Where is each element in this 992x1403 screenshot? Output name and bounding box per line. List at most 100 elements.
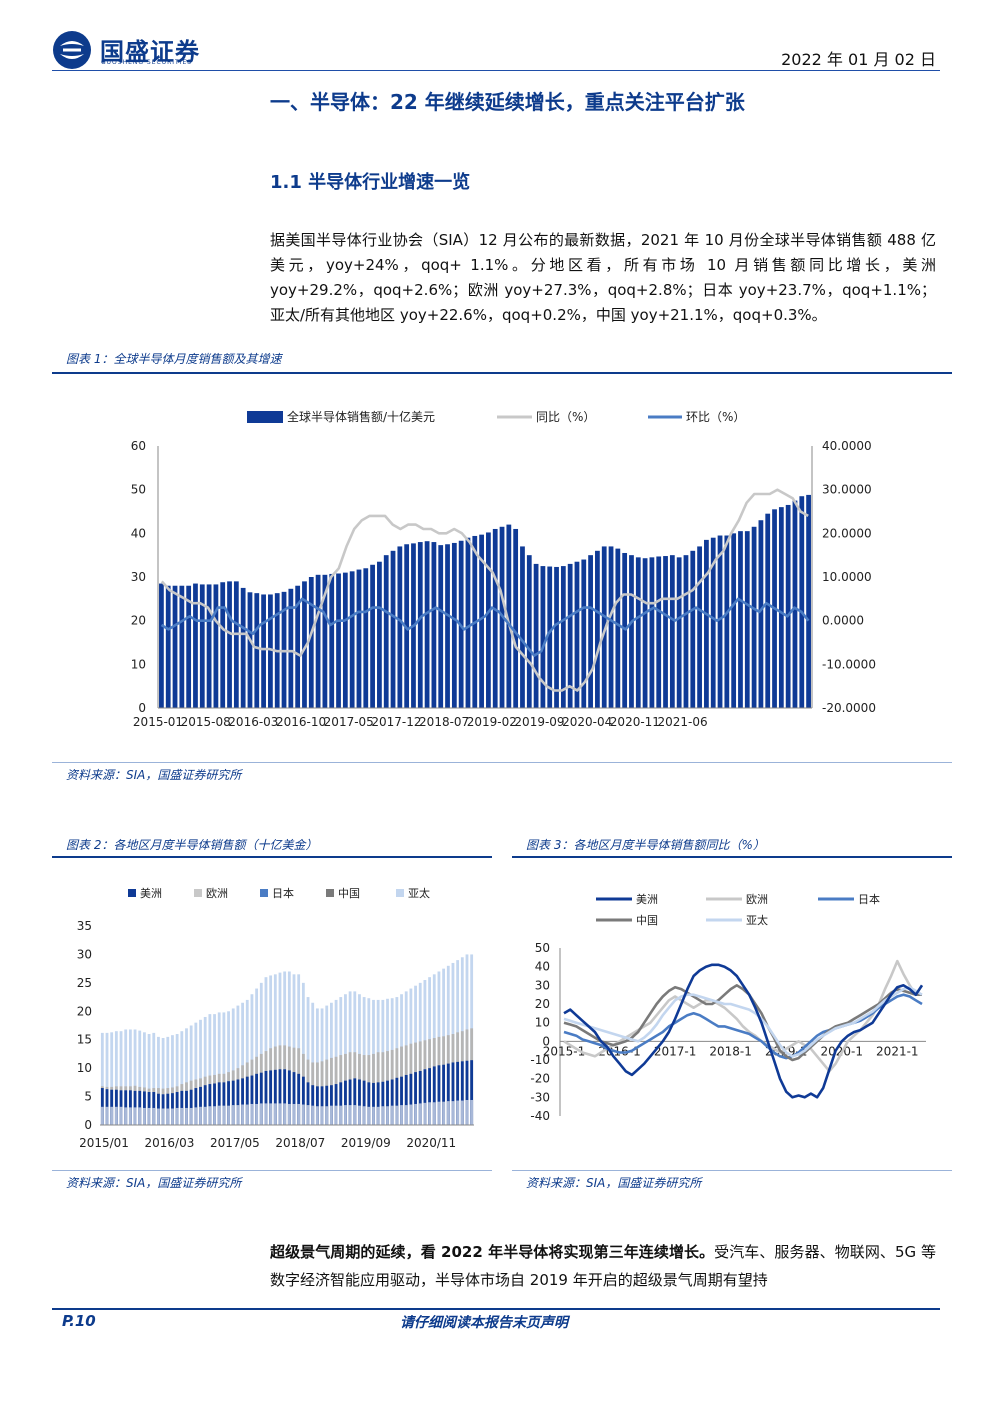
closing-body: 受汽车、服务器、物联网、5G 等数字经济智能应用驱动，半导体市场自 2019 年… <box>270 1243 936 1289</box>
y-tick-label: 25 <box>77 976 92 990</box>
stacked-bar-segment <box>227 1011 230 1125</box>
stacked-bar-segment <box>110 1106 114 1125</box>
stacked-bar-segment <box>470 1099 474 1125</box>
sales-bar <box>308 577 314 708</box>
stacked-bar-segment <box>124 1029 128 1125</box>
stacked-bar-segment <box>213 1106 216 1125</box>
sales-bar <box>336 573 341 708</box>
stacked-bar-segment <box>301 982 305 1125</box>
sales-bar <box>642 558 648 708</box>
stacked-bar-segment <box>208 1014 212 1125</box>
stacked-bar-segment <box>245 1104 249 1125</box>
legend-label-line: 亚太 <box>746 914 768 927</box>
legend-label-line: 美洲 <box>636 893 658 906</box>
y2-tick-label: 0.0000 <box>822 614 864 628</box>
stacked-bar-segment <box>460 1061 464 1125</box>
sales-bar <box>656 556 662 708</box>
stacked-bar-segment <box>423 1069 427 1125</box>
page-number: P.10 <box>62 1312 96 1330</box>
legend-label-yoy: 同比（%） <box>536 410 595 424</box>
stacked-bar-segment <box>418 1070 422 1125</box>
stacked-bar-segment <box>100 1032 104 1125</box>
stacked-bar-segment <box>320 1086 324 1125</box>
sales-bar <box>240 587 246 708</box>
y-tick-label: -30 <box>530 1090 550 1104</box>
stacked-bar-segment <box>236 1079 240 1125</box>
x-tick-label: 2017/05 <box>210 1136 260 1150</box>
stacked-bar-segment <box>404 1105 408 1125</box>
stacked-bar-segment <box>213 1014 216 1125</box>
stacked-bar-segment <box>283 1069 287 1125</box>
stacked-bar-segment <box>138 1107 142 1125</box>
stacked-bar-segment <box>199 1019 202 1125</box>
sales-bar <box>159 583 164 708</box>
y-tick-label: 50 <box>131 483 146 497</box>
stacked-bar-segment <box>171 1108 174 1125</box>
sales-bar <box>758 520 764 708</box>
stacked-bar-segment <box>166 1036 170 1125</box>
stacked-bar-segment <box>344 1080 347 1125</box>
legend-label-line: 中国 <box>636 914 658 927</box>
stacked-bar-segment <box>320 1106 324 1125</box>
y-tick-label: -10 <box>530 1053 550 1067</box>
stacked-bar-segment <box>339 1105 343 1125</box>
y-tick-label: 20 <box>535 997 550 1011</box>
sales-bar <box>615 548 621 708</box>
stacked-bar-segment <box>128 1029 132 1125</box>
stacked-bar-segment <box>287 1070 291 1125</box>
stacked-bar-segment <box>362 1106 366 1125</box>
closing-paragraph: 超级景气周期的延续，看 2022 年半导体将实现第三年连续增长。受汽车、服务器、… <box>270 1238 936 1294</box>
y-tick-label: 5 <box>84 1090 92 1104</box>
stacked-bar-segment <box>217 1105 221 1125</box>
brand-name: 国盛证券 <box>100 38 200 66</box>
y-tick-label: 35 <box>77 919 92 933</box>
y-tick-label: 30 <box>77 947 92 961</box>
stacked-bar-segment <box>400 1105 403 1125</box>
stacked-bar-segment <box>114 1106 118 1125</box>
y-tick-label: 60 <box>131 439 146 453</box>
section-heading: 一、半导体：22 年继续延续增长，重点关注平台扩张 <box>270 90 745 114</box>
legend-label-region: 欧洲 <box>206 887 228 900</box>
stacked-bar-segment <box>311 1105 315 1125</box>
stacked-bar-segment <box>348 1079 352 1125</box>
stacked-bar-segment <box>465 1060 469 1125</box>
stacked-bar-segment <box>110 1032 114 1125</box>
stacked-bar-segment <box>255 1103 259 1125</box>
stacked-bar-segment <box>189 1107 193 1125</box>
fig3-bottom-rule <box>512 1170 952 1171</box>
stacked-bar-segment <box>470 1060 474 1125</box>
stacked-bar-segment <box>395 1105 399 1125</box>
sales-bar <box>206 584 212 708</box>
sales-bar <box>431 542 437 708</box>
stacked-bar-segment <box>283 1103 287 1125</box>
y2-tick-label: 30.0000 <box>822 483 872 497</box>
stacked-bar-segment <box>255 1073 259 1125</box>
qoq-line <box>160 597 810 657</box>
stacked-bar-segment <box>133 1029 137 1125</box>
x-tick-label: 2018-1 <box>709 1044 752 1058</box>
stacked-bar-segment <box>171 1035 174 1125</box>
stacked-bar-segment <box>428 1068 431 1125</box>
sales-bar <box>390 550 396 708</box>
sales-bar <box>288 588 294 708</box>
stacked-bar-segment <box>100 1106 104 1125</box>
sales-bar <box>220 582 226 708</box>
stacked-bar-segment <box>194 1022 198 1125</box>
sales-bar <box>744 531 750 708</box>
stacked-bar-segment <box>152 1032 156 1125</box>
sales-bar <box>363 568 369 708</box>
sales-bar <box>492 528 498 708</box>
regional-sales-chart: 美洲 欧洲 日本 中国 亚太 0 5 10 15 20 25 30 35 2015/01 2016/03 20… <box>77 886 474 1150</box>
legend-label-region: 亚太 <box>408 887 430 900</box>
sales-bar <box>669 555 675 708</box>
sales-bar <box>397 546 403 708</box>
stacked-bar-segment <box>386 1080 389 1125</box>
x-tick-label: 2016/03 <box>145 1136 195 1150</box>
x-tick-label: 2016-03 <box>228 715 278 729</box>
sales-bar <box>581 559 587 708</box>
stacked-bar-segment <box>437 1065 441 1125</box>
series-line <box>563 985 923 1058</box>
stacked-bar-segment <box>287 1103 291 1125</box>
stacked-bar-segment <box>367 1082 371 1125</box>
